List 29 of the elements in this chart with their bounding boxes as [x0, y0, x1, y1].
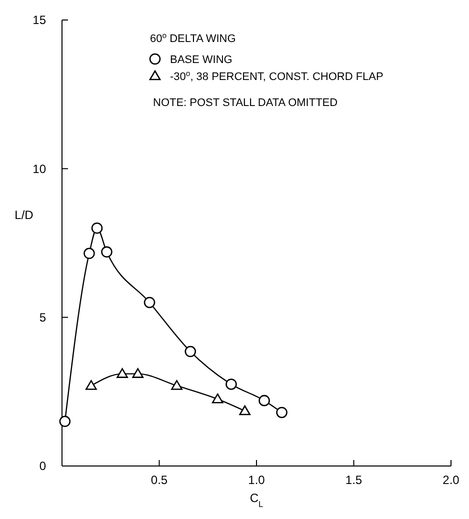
y-tick-label: 0	[39, 459, 46, 474]
point	[258, 394, 270, 406]
point	[226, 378, 237, 390]
x-axis-title: C$_{L}$	[250, 491, 264, 509]
point	[184, 346, 196, 358]
y-axis-title: L/D	[14, 208, 34, 222]
point	[116, 368, 128, 378]
y-tick-label: 5	[39, 310, 46, 325]
y-tick-label: 10	[32, 162, 46, 176]
point	[144, 296, 156, 308]
point	[171, 380, 182, 390]
x-tick-label: 0.5	[150, 473, 168, 487]
point	[212, 393, 224, 404]
point	[59, 416, 71, 428]
point	[132, 368, 144, 378]
x-tick-label: 1.5	[345, 473, 362, 487]
point	[101, 246, 112, 258]
point	[239, 405, 250, 416]
point	[86, 380, 97, 390]
x-tick-label: 1.0	[248, 473, 266, 487]
legend-title: 60$^{o}$ DELTA WING	[150, 30, 236, 45]
point	[276, 406, 288, 418]
y-tick-label: 15	[32, 13, 46, 28]
point	[91, 222, 103, 234]
x-tick-label: 2.0	[442, 473, 460, 487]
legend-label: -30$^{o}$, 38 PERCENT, CONST. CHORD FLAP	[170, 68, 384, 83]
legend-label: BASE WING	[170, 54, 232, 66]
point	[84, 248, 95, 260]
annotation: NOTE: POST STALL DATA OMITTED	[153, 97, 338, 109]
